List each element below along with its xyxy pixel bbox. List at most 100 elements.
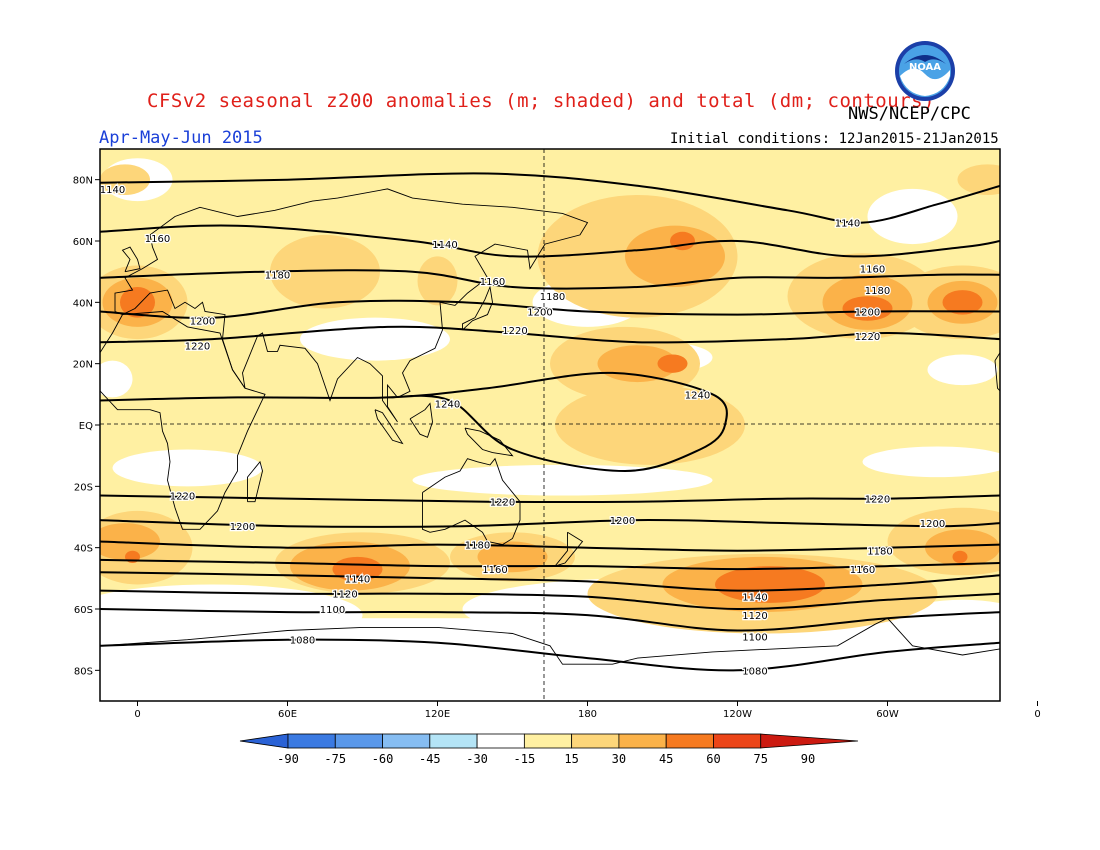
- anomaly-45-60-region: [625, 225, 725, 287]
- contour-1140-south: [100, 571, 1000, 592]
- anomaly-60-75-region: [657, 354, 688, 373]
- season-label: Apr-May-Jun 2015: [99, 128, 263, 148]
- lat-label: 80S: [74, 666, 93, 677]
- contour-label: 1180: [865, 286, 890, 297]
- contour-label: 1200: [610, 516, 635, 527]
- noaa-logo: NOAA: [895, 41, 955, 101]
- lon-label: 60E: [278, 709, 297, 720]
- contour-label: 1140: [345, 574, 370, 585]
- anomaly-white-region: [867, 188, 958, 245]
- coast-sumatra: [374, 409, 404, 445]
- contour-label: 1100: [320, 605, 345, 616]
- anomaly-30-45-region: [270, 234, 380, 309]
- contour-label: 1120: [742, 611, 767, 622]
- lon-label: 60W: [876, 709, 899, 720]
- contour-1120-south: [100, 589, 1000, 611]
- colorbar-label: -75: [324, 752, 346, 766]
- coast-new-zealand: [553, 531, 584, 567]
- map-axes: 80N 60N 40N 20N EQ 20S 40S 60S 80S 0 60E 120E 180 120…: [73, 176, 1041, 720]
- colorbar-right-arrow: [760, 733, 859, 749]
- lon-label: 180: [578, 709, 597, 720]
- anomaly-white-region: [300, 317, 450, 361]
- anomaly-white-polar: [100, 618, 1000, 701]
- contour-label: 1180: [540, 292, 565, 303]
- contour-1100-south: [100, 608, 1000, 632]
- contour-1220-north: [100, 325, 1000, 344]
- contour-1160-north: [100, 224, 1000, 258]
- colorbar-label: 90: [801, 752, 815, 766]
- colorbar: -90 -75 -60 -45 -30 -15 15 30 45 60 75 90: [239, 733, 859, 766]
- colorbar-label: -30: [466, 752, 488, 766]
- lat-label: 80N: [73, 176, 93, 187]
- colorbar-label: 15: [564, 752, 578, 766]
- contour-labels: 1140116011801200122011401160118012001220…: [100, 184, 946, 679]
- colorbar-segment: [618, 733, 667, 749]
- lat-label: 40N: [73, 298, 93, 309]
- height-contours: [100, 172, 1000, 672]
- colorbar-segment: [713, 733, 762, 749]
- colorbar-left-arrow: [239, 733, 289, 749]
- coast-borneo: [409, 402, 433, 438]
- colorbar-segment: [334, 733, 383, 749]
- contour-1220-south: [100, 494, 1000, 504]
- contour-label: 1160: [860, 265, 885, 276]
- anomaly-60-75-regions: [120, 231, 983, 603]
- anomaly-45-60-region: [477, 541, 548, 573]
- anomaly-30-45-region: [957, 164, 1000, 195]
- anomaly-white-region: [862, 446, 1000, 478]
- anomaly-white-region: [927, 354, 998, 386]
- lon-label: 120W: [723, 709, 752, 720]
- contour-1180-south: [100, 540, 1000, 552]
- anomaly-60-75-region: [842, 296, 893, 321]
- colorbar-segment: [382, 733, 431, 749]
- contour-label: 1080: [290, 636, 315, 647]
- contour-label: 1160: [850, 565, 875, 576]
- anomaly-45-60-region: [100, 523, 160, 560]
- contour-label: 1220: [502, 326, 527, 337]
- anomaly-60-75-region: [670, 231, 695, 251]
- contour-label: 1160: [145, 234, 170, 245]
- coast-britain: [121, 246, 141, 273]
- contour-label: 1200: [920, 519, 945, 530]
- contour-label: 1220: [490, 498, 515, 509]
- contour-label: 1120: [332, 590, 357, 601]
- lat-label: 20S: [74, 482, 93, 493]
- contour-1200-north: [100, 299, 1000, 319]
- contour-label: 1200: [190, 317, 215, 328]
- contour-label: 1140: [100, 185, 125, 196]
- coast-japan: [462, 285, 493, 331]
- map-plot-area: 1140116011801200122011401160118012001220…: [0, 149, 1000, 701]
- contour-1080-south: [100, 638, 1000, 672]
- coast-australia: [422, 457, 521, 546]
- contour-label: 1220: [855, 332, 880, 343]
- colorbar-segment: [429, 733, 478, 749]
- anomaly-45-60-regions: [100, 225, 1000, 613]
- anomaly-white-region: [112, 449, 263, 487]
- contour-label: 1220: [170, 492, 195, 503]
- colorbar-label: -90: [277, 752, 299, 766]
- lat-label: 20N: [73, 360, 93, 371]
- anomaly-30-45-region: [100, 164, 150, 196]
- agency-label: NWS/NCEP/CPC: [848, 104, 971, 124]
- contour-label: 1220: [185, 341, 210, 352]
- coast-south-america: [0, 388, 50, 590]
- contour-label: 1180: [867, 547, 892, 558]
- anomaly-60-75-region: [715, 566, 825, 603]
- logo-text: NOAA: [909, 62, 941, 73]
- anomaly-30-45-region: [555, 385, 745, 465]
- coast-africa-wrap: [994, 351, 1000, 392]
- lat-label: 40S: [74, 544, 93, 555]
- contour-label: 1080: [742, 666, 767, 677]
- coast-madagascar: [247, 460, 263, 503]
- contour-label: 1140: [742, 593, 767, 604]
- colorbar-label: -60: [372, 752, 394, 766]
- contour-label: 1200: [527, 308, 552, 319]
- colorbar-label: -45: [419, 752, 441, 766]
- contour-label: 1140: [835, 219, 860, 230]
- contour-1160-south: [100, 558, 1000, 571]
- anomaly-60-75-region: [942, 290, 983, 315]
- anomaly-45-60-region: [925, 529, 1000, 567]
- contour-1140-north: [100, 172, 1000, 224]
- colorbar-segment: [287, 733, 336, 749]
- map-title: CFSv2 seasonal z200 anomalies (m; shaded…: [147, 90, 935, 112]
